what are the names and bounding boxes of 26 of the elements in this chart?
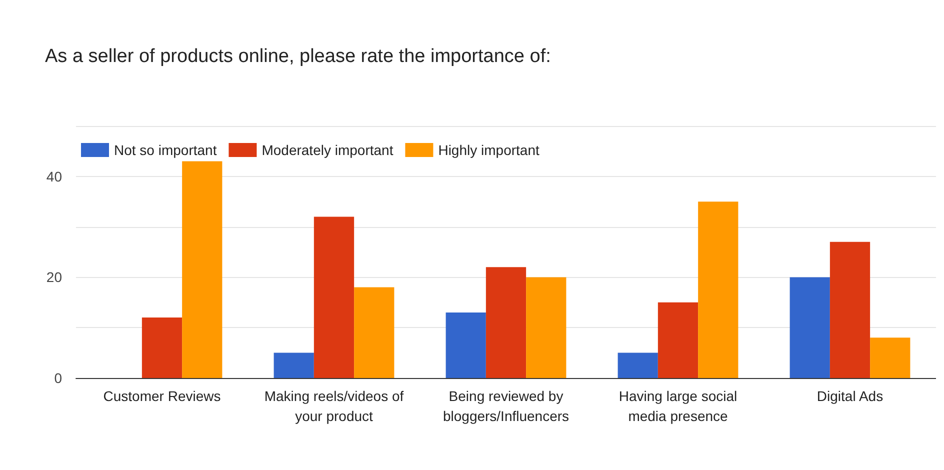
bar (182, 161, 222, 378)
bar (486, 267, 526, 378)
y-tick-label: 20 (46, 269, 62, 286)
bar (354, 287, 394, 378)
bar (790, 277, 830, 378)
bar (658, 302, 698, 378)
legend-label: Not so important (114, 142, 217, 158)
y-tick-label: 40 (46, 168, 62, 184)
x-tick-label: Digital Ads (816, 388, 884, 404)
bar (618, 352, 658, 378)
bar (526, 277, 566, 378)
y-tick-label: 0 (54, 370, 62, 386)
x-tick-label: Customer Reviews (103, 388, 221, 404)
x-tick-label: Making reels/videos of your product (264, 388, 404, 424)
bar (314, 216, 354, 378)
bar (274, 352, 314, 378)
bar (830, 242, 870, 378)
bar (446, 312, 486, 378)
bar (870, 338, 910, 378)
x-tick-label: Having large social media presence (618, 388, 738, 424)
bar (142, 318, 182, 378)
chart-title: As a seller of products online, please rate the importance of: (45, 46, 551, 67)
legend-label: Highly important (438, 142, 540, 158)
legend-label: Moderately important (262, 142, 394, 158)
x-tick-label: Being reviewed by bloggers/Influencers (442, 388, 570, 424)
bar (698, 202, 738, 378)
